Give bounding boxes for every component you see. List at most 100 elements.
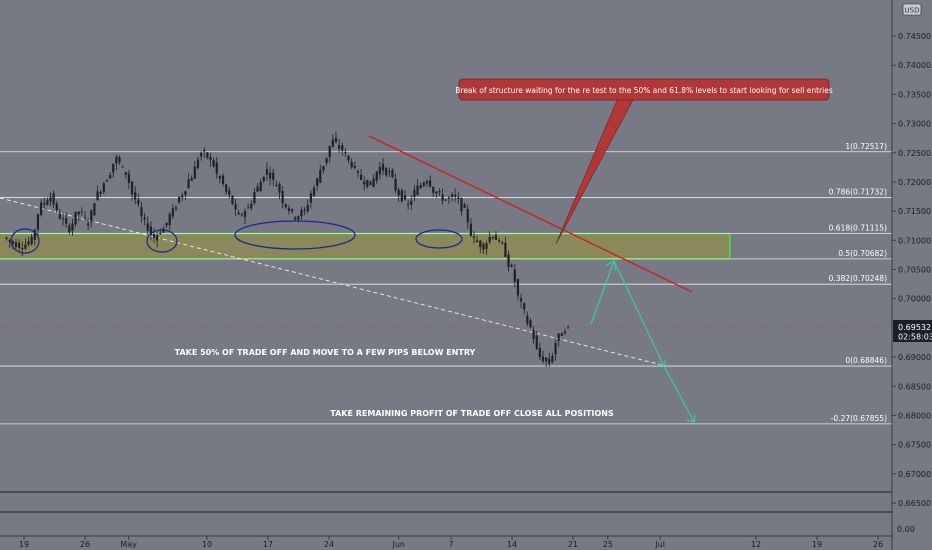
candle-body [27, 241, 30, 245]
candle-body [344, 152, 347, 154]
candle-body [134, 192, 137, 200]
current-price-badge: 0.69532 02:58:03 [893, 320, 932, 342]
candle-body [334, 137, 338, 142]
candle-body [319, 169, 322, 183]
candle-body [46, 200, 49, 205]
candle-body [407, 203, 410, 205]
candle-body [494, 235, 498, 240]
candle-body [491, 237, 494, 239]
x-tick-label: 10 [202, 540, 212, 549]
candle-body [485, 243, 488, 249]
candle-body [397, 189, 400, 196]
callout-box [458, 78, 830, 101]
projection-path-line [590, 259, 695, 423]
candle-body [472, 236, 476, 238]
y-tick-label: 0.70000 [898, 295, 931, 304]
candle-body [165, 222, 168, 226]
candle-body [350, 162, 353, 168]
x-tick-label: Jun [391, 540, 405, 549]
x-tick-label: 17 [263, 540, 273, 549]
candle-body [322, 165, 325, 171]
candle-body [24, 244, 27, 249]
candle-body [498, 240, 501, 242]
candle-body [294, 217, 297, 220]
y-tick-label: 0.73500 [898, 90, 931, 99]
candle-body [325, 157, 328, 163]
y-tick-label: 0.68500 [898, 382, 931, 391]
x-tick-label: Jul [654, 540, 665, 549]
candle-body [281, 190, 284, 204]
fibonacci-levels: 1(0.72517) 0.786(0.71732) 0.618(0.71115) 0.… [0, 142, 892, 425]
candle-body [454, 194, 457, 197]
y-tick-label: 0.74500 [898, 32, 931, 41]
candle-body [482, 243, 485, 250]
candle-body [501, 242, 504, 244]
y-tick-label: 0.72500 [898, 149, 931, 158]
x-tick-label: 7 [448, 540, 453, 549]
candle-body [146, 223, 149, 231]
x-tick-label: May [120, 540, 137, 549]
candle-body [121, 166, 124, 168]
zone-fill [0, 233, 730, 259]
candle-body [488, 236, 491, 242]
fib-level-label: 0.382(0.70248) [829, 274, 887, 283]
fib-level-label: -0.27(0.67855) [831, 414, 887, 423]
candle-body [237, 212, 240, 215]
candle-body [450, 194, 454, 197]
x-axis-ticks: 19 26 May 10 17 24 Jun 7 14 21 25 Jul 12 19 26 [19, 536, 883, 549]
candle-body [366, 179, 369, 188]
candle-body [14, 242, 18, 248]
countdown-value: 02:58:03 [898, 333, 932, 342]
candle-body [309, 193, 312, 203]
candle-body [65, 217, 68, 224]
candle-body [250, 203, 253, 209]
candle-body [196, 159, 200, 169]
candle-body [381, 164, 385, 171]
candle-body [463, 204, 466, 208]
candle-body [372, 178, 375, 187]
x-tick-label: 12 [751, 540, 761, 549]
x-tick-label: 24 [324, 540, 334, 549]
candle-body [265, 169, 269, 175]
candle-body [447, 197, 451, 199]
candle-body [140, 207, 143, 217]
y-tick-label: 0.68000 [898, 411, 931, 420]
candle-body [18, 242, 21, 248]
candle-body [519, 298, 523, 302]
currency-badge[interactable]: USD [902, 3, 922, 16]
fib-level-label: 0.786(0.71732) [829, 188, 887, 197]
candle-body [83, 217, 87, 219]
candle-body [563, 331, 567, 334]
candle-body [206, 152, 209, 158]
candle-body [112, 163, 115, 173]
candle-body [438, 191, 441, 193]
candle-body [272, 172, 275, 180]
projection-arrowhead [604, 260, 617, 272]
projection-path [590, 259, 696, 423]
candle-body [328, 145, 331, 158]
candle-body [262, 176, 265, 182]
y-tick-label: 0.74000 [898, 61, 931, 70]
callout: Break of structure waiting for the re te… [455, 78, 833, 245]
candle-body [218, 176, 221, 179]
candle-body [331, 139, 334, 147]
candle-body [369, 181, 372, 185]
candle-body [99, 191, 102, 194]
candle-body [36, 214, 40, 230]
candle-body [184, 191, 187, 195]
candle-body [312, 187, 316, 196]
candle-body [256, 186, 259, 192]
candle-body [190, 178, 193, 181]
currency-label: USD [905, 7, 920, 15]
candle-body [5, 237, 8, 239]
candle-body [178, 197, 181, 203]
candle-body [80, 211, 83, 213]
candle-body [413, 189, 416, 198]
x-tick-label: 26 [80, 540, 90, 549]
support-dashed-line [0, 197, 667, 367]
y-tick-label: 0.67000 [898, 470, 931, 479]
candle-body [306, 205, 309, 212]
candle-body [171, 208, 174, 217]
candle-body [228, 190, 231, 195]
candle-body [551, 355, 554, 363]
